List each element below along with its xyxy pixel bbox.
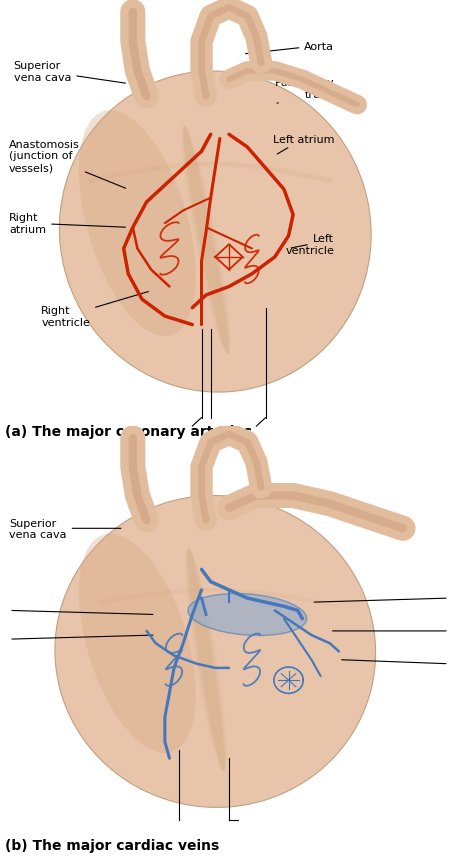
Text: Right
ventricle: Right ventricle (41, 292, 148, 327)
Text: Superior
vena cava: Superior vena cava (14, 61, 125, 84)
Ellipse shape (183, 127, 229, 355)
Text: Left atrium: Left atrium (273, 134, 334, 155)
Ellipse shape (186, 548, 226, 771)
Ellipse shape (185, 548, 227, 771)
Ellipse shape (79, 111, 196, 337)
Ellipse shape (182, 127, 230, 355)
Text: (a) The major coronary arteries: (a) The major coronary arteries (5, 425, 252, 439)
Text: Anastomosis
(junction of
vessels): Anastomosis (junction of vessels) (9, 139, 125, 189)
Ellipse shape (205, 97, 344, 350)
Text: Superior
vena cava: Superior vena cava (9, 518, 121, 540)
Ellipse shape (55, 496, 376, 808)
Ellipse shape (187, 548, 225, 771)
Ellipse shape (181, 127, 231, 355)
Text: Left
ventricle: Left ventricle (285, 234, 334, 256)
Ellipse shape (188, 594, 307, 635)
Text: Aorta: Aorta (245, 41, 334, 54)
Ellipse shape (79, 534, 196, 753)
Text: Pulmonary
trunk: Pulmonary trunk (275, 77, 334, 104)
Text: (b) The major cardiac veins: (b) The major cardiac veins (5, 839, 219, 852)
Ellipse shape (60, 72, 371, 393)
Ellipse shape (206, 521, 344, 766)
Text: Right
atrium: Right atrium (9, 213, 125, 234)
